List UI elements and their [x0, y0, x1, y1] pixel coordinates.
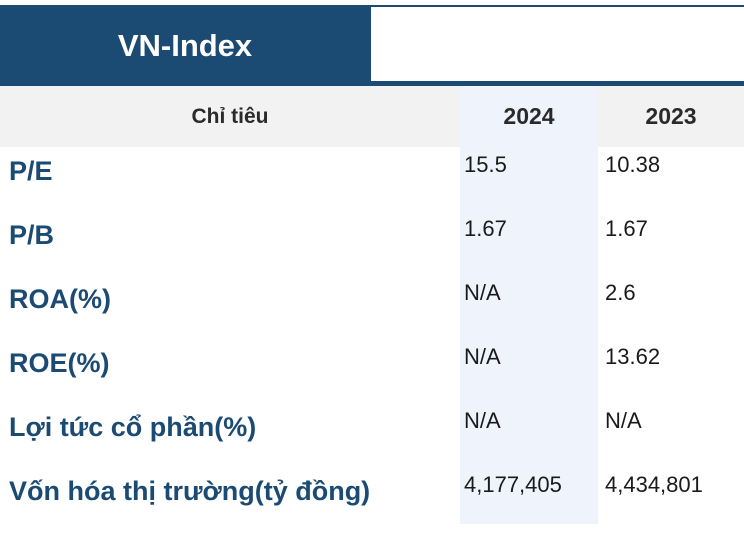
column-header-2024: 2024	[503, 103, 555, 129]
value-2024: 15.5	[464, 152, 507, 177]
highlight-column-2024	[460, 86, 598, 524]
row-label: Vốn hóa thị trường(tỷ đồng)	[9, 476, 371, 506]
value-2024: N/A	[464, 408, 501, 433]
value-2024: N/A	[464, 280, 501, 305]
table-row: ROA(%) N/A 2.6	[0, 278, 744, 342]
page-title: VN-Index	[117, 28, 253, 63]
column-header-metric: Chỉ tiêu	[191, 105, 269, 128]
table-row: Lợi tức cổ phần(%) N/A N/A	[0, 406, 744, 470]
row-label: ROE(%)	[9, 348, 110, 378]
table-header: Chỉ tiêu 2024 2023	[0, 86, 744, 147]
table-header-bg-2023	[598, 86, 744, 147]
row-label: ROA(%)	[9, 284, 111, 314]
row-label: P/B	[9, 220, 55, 250]
row-label: Lợi tức cổ phần(%)	[9, 412, 257, 442]
value-2023: 10.38	[605, 152, 661, 177]
value-2023: N/A	[605, 408, 642, 433]
column-header-2023: 2023	[645, 103, 697, 129]
row-label: P/E	[9, 156, 53, 186]
value-2023: 4,434,801	[605, 472, 703, 497]
value-2024: 1.67	[464, 216, 507, 241]
value-2023: 2.6	[605, 280, 636, 305]
table-row: ROE(%) N/A 13.62	[0, 342, 744, 406]
table-row: Vốn hóa thị trường(tỷ đồng) 4,177,405 4,…	[0, 470, 744, 534]
value-2024: N/A	[464, 344, 501, 369]
table-row: P/B 1.67 1.67	[0, 214, 744, 278]
table-row: P/E 15.5 10.38	[0, 150, 744, 214]
table-header-bg	[0, 86, 460, 147]
header-blank-area	[371, 7, 744, 81]
value-2023: 13.62	[605, 344, 661, 369]
value-2024: 4,177,405	[464, 472, 562, 497]
value-2023: 1.67	[605, 216, 648, 241]
